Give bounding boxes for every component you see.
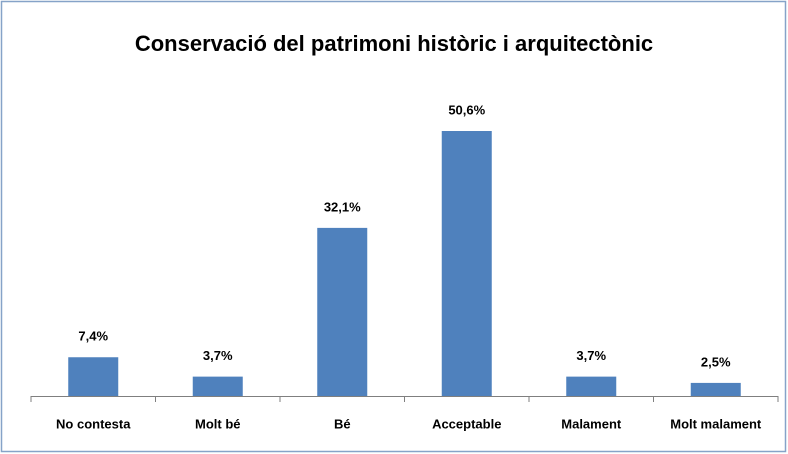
x-tick-label: No contesta [56, 416, 131, 431]
bar [566, 376, 617, 396]
data-label: 32,1% [324, 199, 361, 214]
data-label: 3,7% [203, 348, 233, 363]
data-label: 2,5% [701, 354, 731, 369]
x-tick-label: Molt bé [195, 416, 241, 431]
x-tick-label: Bé [334, 416, 351, 431]
x-tick-label: Malament [561, 416, 622, 431]
data-label: 7,4% [78, 329, 108, 344]
bar [690, 382, 741, 396]
chart-title: Conservació del patrimoni històric i arq… [135, 31, 653, 56]
x-tick-label: Acceptable [432, 416, 501, 431]
bar [192, 376, 243, 396]
bar [68, 357, 119, 396]
data-label: 50,6% [448, 102, 485, 117]
bar [317, 227, 368, 396]
x-tick-label: Molt malament [670, 416, 762, 431]
bar [441, 131, 492, 396]
data-label: 3,7% [576, 348, 606, 363]
